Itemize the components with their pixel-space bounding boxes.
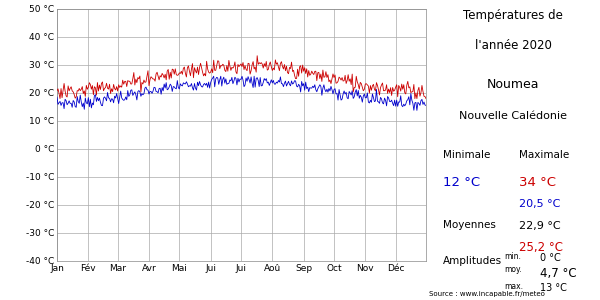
Text: 22,9 °C: 22,9 °C <box>519 220 560 230</box>
Text: Source : www.incapable.fr/meteo: Source : www.incapable.fr/meteo <box>429 291 545 297</box>
Text: 0 °C: 0 °C <box>540 253 561 262</box>
Text: Maximale: Maximale <box>519 150 569 160</box>
Text: Nouvelle Calédonie: Nouvelle Calédonie <box>459 111 567 121</box>
Text: Températures de: Températures de <box>463 9 563 22</box>
Text: 25,2 °C: 25,2 °C <box>519 242 563 254</box>
Text: Amplitudes: Amplitudes <box>443 256 502 266</box>
Text: Noumea: Noumea <box>487 78 539 91</box>
Text: l'année 2020: l'année 2020 <box>475 39 551 52</box>
Text: 4,7 °C: 4,7 °C <box>540 267 577 280</box>
Text: 12 °C: 12 °C <box>443 176 480 188</box>
Text: Moyennes: Moyennes <box>443 220 496 230</box>
Text: 34 °C: 34 °C <box>519 176 556 188</box>
Text: 20,5 °C: 20,5 °C <box>519 200 560 209</box>
Text: min.: min. <box>504 252 521 261</box>
Text: moy.: moy. <box>504 266 522 274</box>
Text: 13 °C: 13 °C <box>540 283 567 292</box>
Text: max.: max. <box>504 282 523 291</box>
Text: Minimale: Minimale <box>443 150 490 160</box>
